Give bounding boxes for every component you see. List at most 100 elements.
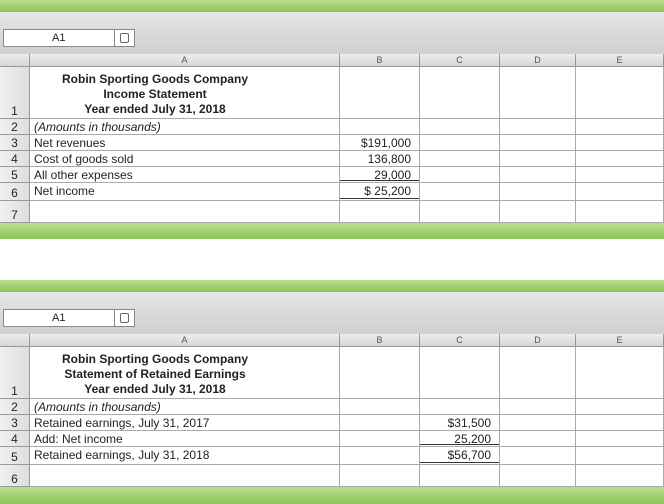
cell: (Amounts in thousands) (30, 399, 340, 415)
label: Add: Net income (34, 432, 123, 446)
cell (340, 415, 420, 431)
cell: 25,200 (420, 431, 500, 447)
row-number: 2 (0, 119, 30, 135)
row-number: 1 (0, 347, 30, 399)
cell (500, 201, 576, 223)
window-band (0, 223, 664, 239)
row-number: 4 (0, 431, 30, 447)
cell: Robin Sporting Goods Company Income State… (30, 67, 340, 119)
amount: 25,200 (454, 432, 491, 446)
cell: $31,500 (420, 415, 500, 431)
cell (340, 447, 420, 465)
name-box-text: A1 (52, 32, 66, 44)
label: Retained earnings, July 31, 2018 (34, 448, 210, 462)
cell (500, 183, 576, 201)
column-header: A (30, 54, 340, 67)
cell (420, 183, 500, 201)
underline (420, 444, 499, 445)
title-line: Year ended July 31, 2018 (84, 382, 226, 396)
label: Net income (34, 184, 95, 198)
cell (500, 347, 576, 399)
name-box-text: A1 (52, 312, 66, 324)
cell (500, 399, 576, 415)
amount: $191,000 (360, 136, 411, 150)
amount: $ 25,200 (364, 184, 411, 198)
cell: Retained earnings, July 31, 2018 (30, 447, 340, 465)
column-header: E (576, 54, 664, 67)
cell (420, 119, 500, 135)
cell (30, 201, 340, 223)
cell (576, 447, 664, 465)
cell (500, 135, 576, 151)
double-underline (340, 198, 419, 200)
cell (500, 465, 576, 487)
name-box: A1 (3, 29, 135, 47)
row-number: 3 (0, 415, 30, 431)
window-band (0, 487, 664, 504)
cell: $56,700 (420, 447, 500, 465)
amount: 29,000 (374, 168, 411, 182)
cell (340, 465, 420, 487)
cell (500, 119, 576, 135)
cell (420, 151, 500, 167)
cell (576, 67, 664, 119)
cell (420, 201, 500, 223)
row-number: 4 (0, 151, 30, 167)
cell: 136,800 (340, 151, 420, 167)
cell (576, 119, 664, 135)
title-line: Robin Sporting Goods Company (62, 352, 248, 366)
cell (500, 67, 576, 119)
name-box-divider (114, 310, 115, 326)
name-box-spinner[interactable] (120, 33, 129, 43)
window-band (0, 280, 664, 292)
cell: All other expenses (30, 167, 340, 183)
cell (340, 119, 420, 135)
row-number: 2 (0, 399, 30, 415)
cell (500, 415, 576, 431)
amount: 136,800 (367, 152, 411, 166)
cell (420, 135, 500, 151)
row-number: 1 (0, 67, 30, 119)
cell: Net revenues (30, 135, 340, 151)
select-all (0, 334, 30, 347)
title-line: Statement of Retained Earnings (64, 367, 246, 381)
cell (420, 399, 500, 415)
cell (340, 431, 420, 447)
column-header: B (340, 54, 420, 67)
cell (340, 67, 420, 119)
row-number: 6 (0, 183, 30, 201)
label: Retained earnings, July 31, 2017 (34, 416, 210, 430)
cell (30, 465, 340, 487)
label: (Amounts in thousands) (34, 400, 161, 414)
cell (576, 347, 664, 399)
name-box-divider (114, 30, 115, 46)
cell (500, 167, 576, 183)
column-header: C (420, 334, 500, 347)
cell (500, 151, 576, 167)
label: Cost of goods sold (34, 152, 134, 166)
row-number: 7 (0, 201, 30, 223)
cell (340, 399, 420, 415)
cell (576, 167, 664, 183)
cell (576, 183, 664, 201)
column-header: D (500, 54, 576, 67)
title-line: Year ended July 31, 2018 (84, 102, 226, 116)
cell: $191,000 (340, 135, 420, 151)
cell: Robin Sporting Goods Company Statement of… (30, 347, 340, 399)
cell: $ 25,200 (340, 183, 420, 201)
cell (420, 465, 500, 487)
row-number: 6 (0, 465, 30, 487)
cell: Retained earnings, July 31, 2017 (30, 415, 340, 431)
name-box-spinner[interactable] (120, 313, 129, 323)
cell (340, 347, 420, 399)
name-box: A1 (3, 309, 135, 327)
column-header: A (30, 334, 340, 347)
cell (576, 201, 664, 223)
cell (420, 347, 500, 399)
label: (Amounts in thousands) (34, 120, 161, 134)
cell: 29,000 (340, 167, 420, 183)
column-header: D (500, 334, 576, 347)
cell (420, 167, 500, 183)
cell (500, 431, 576, 447)
